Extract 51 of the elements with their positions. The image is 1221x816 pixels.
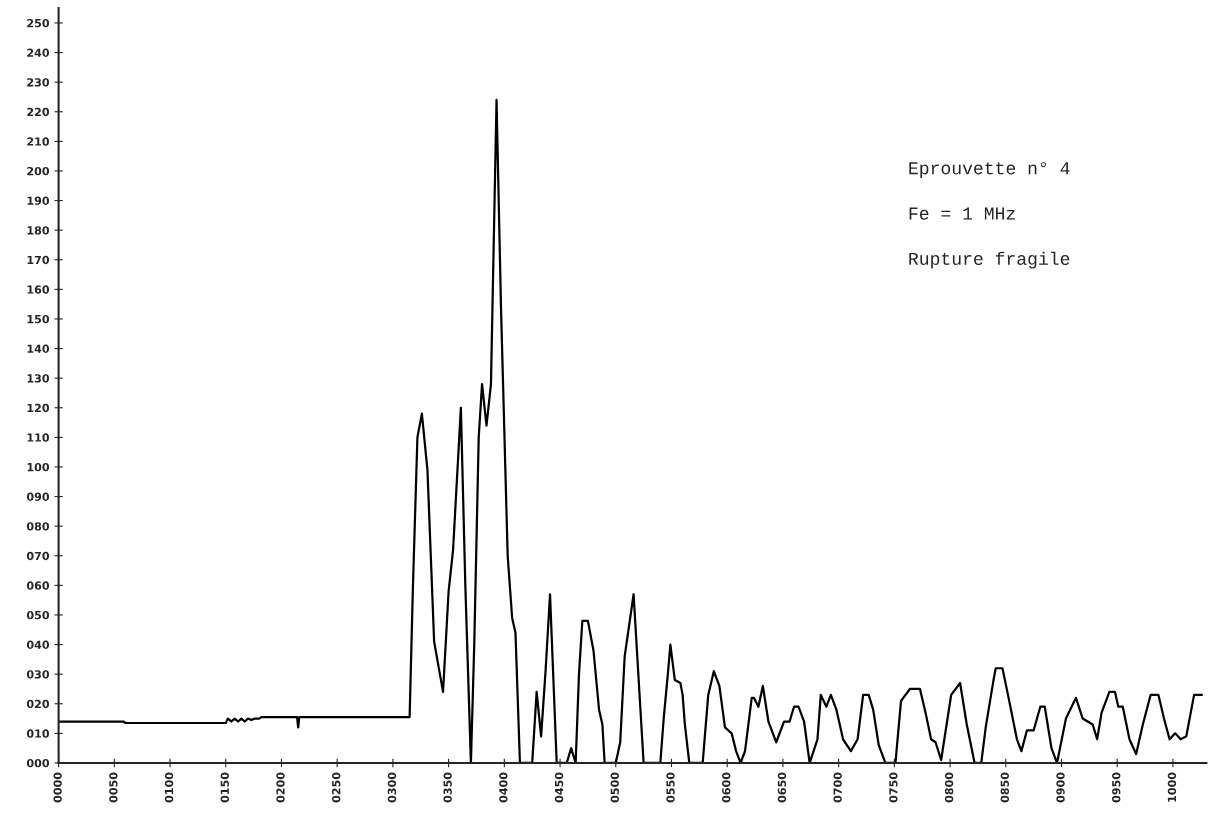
y-tick-label: 200 xyxy=(27,166,50,176)
x-tick-label: 0500 xyxy=(610,772,619,803)
x-tick-label: 0050 xyxy=(109,772,118,803)
y-tick-label: 060 xyxy=(26,581,50,590)
y-tick-label: 020 xyxy=(26,699,50,709)
x-tick-label: 0550 xyxy=(666,772,675,803)
y-tick-label: 160 xyxy=(27,285,50,294)
x-tick-label: 0150 xyxy=(220,772,229,803)
y-tick-label: 190 xyxy=(27,196,50,205)
x-tick-label: 0000 xyxy=(53,772,62,803)
y-tick-label: 040 xyxy=(26,640,50,649)
x-tick-label: 0400 xyxy=(499,772,508,803)
y-tick-label: 170 xyxy=(27,255,50,265)
y-tick-label: 140 xyxy=(27,344,50,353)
x-tick-label: 0350 xyxy=(443,772,452,803)
y-tick-label: 010 xyxy=(26,729,50,738)
y-tick-label: 000 xyxy=(26,758,50,768)
y-tick-label: 120 xyxy=(27,403,50,413)
y-tick-label: 240 xyxy=(27,48,50,57)
x-tick-label: 0600 xyxy=(722,772,731,803)
x-tick-label: 0900 xyxy=(1056,772,1065,803)
x-tick-label: 0750 xyxy=(889,772,898,803)
x-tick-label: 0800 xyxy=(944,772,954,803)
x-tick-label: 0250 xyxy=(332,772,341,803)
x-tick-label: 1000 xyxy=(1167,772,1177,802)
x-tick-label: 0300 xyxy=(387,772,397,803)
y-tick-label: 180 xyxy=(27,226,50,235)
x-tick-label: 0700 xyxy=(833,772,842,803)
y-tick-label: 230 xyxy=(27,78,50,87)
x-tick-label: 0650 xyxy=(777,772,787,803)
annotation: Eprouvette n° 4 xyxy=(909,162,1070,178)
y-tick-label: 130 xyxy=(27,374,50,383)
y-tick-label: 250 xyxy=(27,18,50,28)
y-tick-label: 030 xyxy=(26,670,50,679)
y-tick-label: 110 xyxy=(27,433,50,442)
y-tick-label: 050 xyxy=(26,610,50,620)
y-tick-label: 100 xyxy=(27,462,50,472)
y-tick-label: 210 xyxy=(27,137,50,146)
x-tick-label: 0200 xyxy=(276,772,285,803)
x-tick-label: 0950 xyxy=(1112,772,1121,803)
y-tick-label: 090 xyxy=(26,492,50,501)
x-tick-label: 0100 xyxy=(164,772,174,803)
y-tick-label: 150 xyxy=(27,314,50,324)
annotation: Fe = 1 MHz xyxy=(909,207,1015,220)
x-tick-label: 0850 xyxy=(1000,772,1009,803)
line-series xyxy=(58,98,1203,763)
y-tick-label: 220 xyxy=(27,107,50,117)
y-tick-label: 070 xyxy=(26,551,50,561)
y-tick-label: 080 xyxy=(26,522,50,531)
annotation: Rupture fragile xyxy=(909,251,1070,269)
x-tick-label: 0450 xyxy=(554,772,564,803)
